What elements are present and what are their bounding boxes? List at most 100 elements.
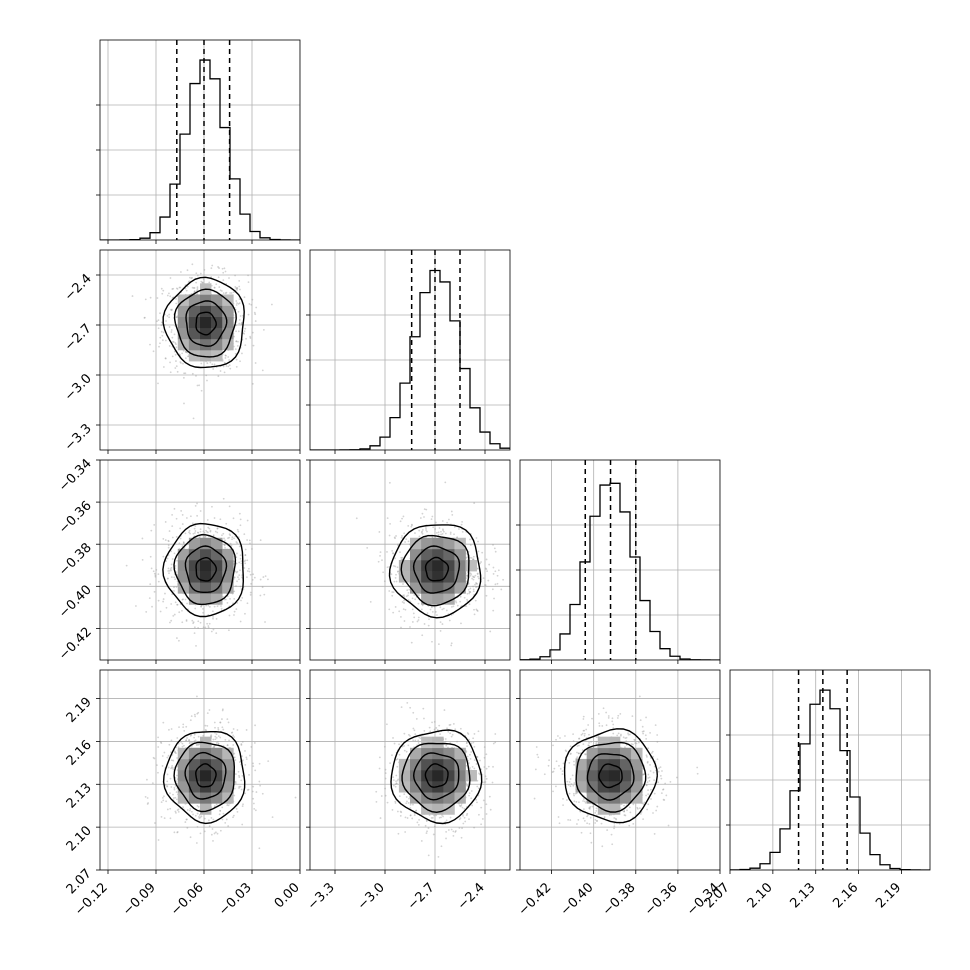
y-tick-label: −3.0 (62, 371, 95, 404)
scatter-point (219, 829, 222, 832)
scatter-point (536, 753, 539, 756)
scatter-point (233, 537, 235, 540)
scatter-point (412, 727, 415, 730)
scatter-point (492, 543, 494, 546)
scatter-point (460, 622, 462, 625)
scatter-point (502, 578, 505, 581)
scatter-point (500, 588, 503, 591)
contour-2-0-0 (195, 557, 217, 582)
density-cell (222, 758, 234, 771)
scatter-point (160, 324, 163, 327)
panel-content-2-1 (310, 460, 510, 660)
scatter-point (166, 294, 169, 297)
panel-content-1-0 (100, 250, 300, 450)
scatter-point (178, 639, 180, 642)
scatter-point (559, 737, 561, 739)
scatter-point (240, 599, 242, 602)
scatter-point (421, 530, 423, 533)
scatter-point (494, 570, 497, 573)
scatter-point (469, 591, 472, 593)
scatter-point (435, 814, 438, 817)
scatter-point (166, 785, 169, 787)
scatter-point (210, 735, 212, 738)
scatter-point (462, 814, 464, 817)
scatter-point (246, 539, 248, 541)
scatter-point (573, 763, 576, 766)
scatter-point (243, 296, 246, 299)
scatter-point (247, 567, 250, 570)
scatter-point (380, 795, 383, 797)
scatter-point (175, 798, 178, 801)
scatter-point (202, 626, 205, 629)
scatter-point (143, 316, 146, 319)
scatter-point (181, 609, 183, 612)
scatter-point (182, 726, 185, 729)
scatter-point (247, 313, 250, 316)
scatter-point (243, 533, 246, 536)
scatter-point (208, 527, 211, 530)
scatter-point (174, 367, 177, 369)
scatter-point (406, 589, 409, 592)
scatter-point (245, 758, 248, 761)
scatter-point (396, 566, 399, 569)
scatter-point (164, 521, 167, 523)
scatter-point (441, 520, 444, 522)
scatter-point (443, 530, 445, 533)
scatter-point (219, 736, 222, 739)
scatter-point (172, 768, 175, 771)
scatter-point (463, 816, 466, 819)
scatter-point (469, 758, 472, 760)
scatter-point (221, 534, 223, 537)
scatter-point (193, 733, 196, 736)
scatter-point (420, 840, 423, 842)
scatter-point (147, 802, 150, 804)
density-cell (211, 537, 223, 550)
density-cell (177, 758, 190, 771)
scatter-point (234, 285, 237, 288)
scatter-point (485, 558, 488, 561)
scatter-point (230, 731, 233, 734)
scatter-point (189, 836, 192, 839)
scatter-point (170, 329, 173, 331)
scatter-point (248, 303, 251, 305)
density-cell (410, 758, 422, 771)
scatter-point (170, 603, 173, 605)
density-cell (454, 560, 466, 572)
scatter-point (171, 558, 174, 560)
scatter-point (476, 609, 479, 612)
scatter-point (411, 817, 414, 820)
scatter-point (196, 289, 198, 292)
scatter-point (444, 481, 447, 484)
scatter-point (248, 754, 251, 757)
scatter-point (487, 765, 490, 768)
scatter-point (458, 528, 460, 530)
scatter-point (178, 726, 180, 729)
scatter-point (481, 818, 484, 820)
scatter-point (249, 335, 252, 338)
scatter-point (404, 608, 407, 611)
density-cell (200, 593, 212, 605)
scatter-point (166, 577, 169, 580)
scatter-point (168, 530, 171, 532)
scatter-point (497, 569, 500, 572)
scatter-point (254, 320, 257, 322)
scatter-point (417, 619, 420, 621)
scatter-point (161, 755, 164, 757)
scatter-point (476, 785, 479, 788)
scatter-point (420, 608, 423, 611)
scatter-point (194, 607, 197, 610)
scatter-point (246, 559, 249, 562)
scatter-point (221, 818, 224, 821)
scatter-point (164, 784, 167, 787)
scatter-point (202, 536, 205, 538)
scatter-point (236, 288, 238, 291)
scatter-point (403, 732, 406, 735)
scatter-point (223, 598, 226, 601)
scatter-point (131, 295, 134, 297)
x-tick-label: −3.0 (355, 880, 388, 913)
scatter-point (235, 562, 238, 565)
scatter-point (480, 806, 483, 809)
scatter-point (473, 502, 476, 505)
scatter-point (146, 803, 149, 805)
scatter-point (454, 728, 457, 731)
